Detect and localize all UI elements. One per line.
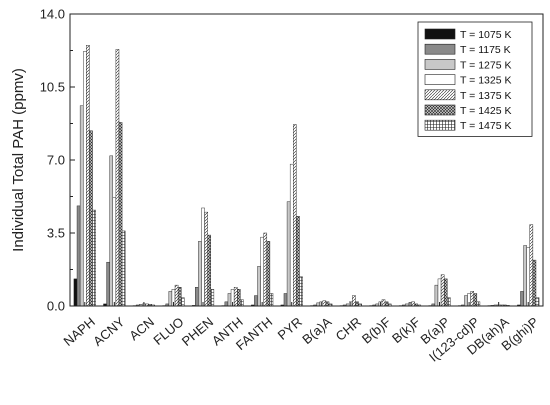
legend-label: T = 1375 K [460,90,511,102]
bar [437,278,442,307]
bar [352,295,356,307]
legend-label: T = 1175 K [460,44,511,56]
bar [240,299,244,307]
bar [384,301,389,307]
bar [526,247,530,307]
bar [177,287,182,307]
bar [434,284,439,307]
legend-label: T = 1275 K [460,59,511,71]
bar [464,295,468,307]
bar [529,224,534,307]
bar [260,236,264,307]
bar [535,297,540,307]
legend: T = 1075 K T = 1175 K T = 1275 K T = 1325 K… [417,21,533,137]
bar [476,301,481,307]
bar [118,122,123,307]
bar [121,230,126,307]
x-tick-label: CHR [333,314,364,344]
bar [106,261,110,307]
bar [79,105,84,307]
bar [257,266,261,307]
legend-label: T = 1325 K [460,75,511,87]
bar [198,241,202,307]
legend-swatch [424,74,456,85]
bar [381,299,386,307]
legend-swatch [424,104,456,116]
bar [523,245,527,307]
bar [470,291,474,307]
x-tick-label: NAPH [61,314,98,349]
bar [204,211,208,307]
bar [168,291,173,307]
bar [83,51,87,307]
y-tick-label: 0.0 [47,299,65,314]
bar [180,297,185,307]
bar [411,301,415,307]
bar [520,291,524,307]
bar [296,216,300,307]
bar [76,205,81,307]
x-tick-label: B(a)A [299,314,334,347]
legend-label: T = 1075 K [460,29,511,41]
bar [174,284,179,307]
legend-swatch [424,28,456,40]
y-axis-title: Individual Total PAH (ppmv) [10,68,27,252]
bar [227,293,232,307]
y-tick-label: 14.0 [40,7,65,22]
y-tick-label: 10.5 [40,80,65,95]
bar [115,49,120,307]
x-tick-label: PHEN [179,314,216,349]
x-tick-label: ACNY [90,314,128,349]
x-tick-label: FLUO [150,314,186,348]
x-tick-label: B(k)F [389,314,423,346]
bar [233,287,238,307]
bar [443,278,448,307]
bar [92,209,96,307]
bar [473,293,478,307]
bar [224,301,229,307]
bar [289,163,294,307]
bar [325,301,330,307]
legend-swatch [424,43,456,55]
bar [201,207,205,307]
bar [269,293,274,307]
bar [73,278,78,307]
bar [112,197,117,307]
y-axis: 0.0 3.5 7.0 10.5 14.0 [40,7,75,314]
bar [109,155,114,307]
legend-swatch [424,89,456,101]
bar [266,241,271,307]
y-tick-label: 7.0 [47,153,65,168]
bar [355,301,359,307]
bar [322,300,327,307]
bar [286,201,291,307]
bar [254,295,258,307]
legend-label: T = 1475 K [460,120,511,132]
bar [447,297,451,307]
bar [283,293,288,307]
bar [299,276,303,307]
bar [263,232,268,307]
bars-layer [73,45,540,307]
legend-swatch [424,119,456,131]
bar [89,130,93,307]
bar [210,289,215,307]
bar [440,274,445,307]
y-tick-label: 3.5 [47,226,65,241]
bar [237,289,241,307]
x-tick-label: PYR [275,314,305,343]
legend-label: T = 1425 K [460,105,511,117]
x-tick-label: B(b)F [359,314,394,346]
bar [86,45,90,307]
bar [293,124,297,307]
legend-swatch [424,59,456,70]
bar [207,234,212,307]
bar [532,259,537,307]
bar [195,287,199,307]
